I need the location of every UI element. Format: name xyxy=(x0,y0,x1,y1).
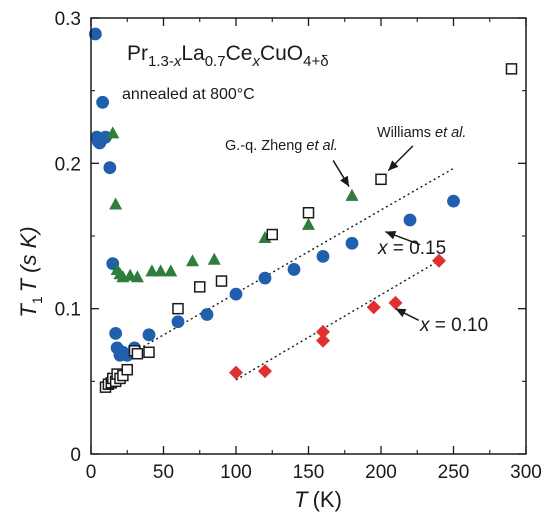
plot-frame xyxy=(90,17,527,455)
point-zheng xyxy=(164,264,178,277)
chart-subtitle: annealed at 800°C xyxy=(122,86,255,103)
point-x015 xyxy=(103,161,117,175)
point-x015 xyxy=(96,95,109,109)
x-tick-label: 150 xyxy=(293,462,325,483)
point-x015 xyxy=(403,213,417,227)
point-zheng xyxy=(154,264,168,277)
x-tick-label: 50 xyxy=(153,462,174,483)
point-x010 xyxy=(229,365,243,380)
x-axis-title-unit: (K) xyxy=(313,487,342,512)
point-zheng xyxy=(345,188,359,201)
point-williams xyxy=(131,347,144,360)
y-tick-label: 0.3 xyxy=(55,9,81,30)
arrow-x015-head xyxy=(385,230,397,240)
annotation-zheng: G.-q. Zheng et al. xyxy=(225,138,338,154)
point-x015 xyxy=(109,326,123,340)
point-zheng xyxy=(130,270,144,283)
chart-title-part: x xyxy=(173,53,182,70)
annotation-williams: Williams et al. xyxy=(377,125,466,141)
point-x015 xyxy=(316,249,330,263)
point-x015 xyxy=(258,271,272,285)
chart-title-part: 0.7 xyxy=(205,53,226,70)
point-williams xyxy=(194,281,206,293)
chart-title-part: La xyxy=(181,42,205,65)
point-x015 xyxy=(171,315,185,329)
point-williams xyxy=(505,63,518,75)
point-williams xyxy=(375,173,387,186)
fit-line-x010 xyxy=(235,260,440,381)
point-x010 xyxy=(316,333,330,348)
point-x015 xyxy=(345,236,359,250)
fit-line-x015 xyxy=(134,167,454,353)
point-zheng xyxy=(207,252,221,265)
point-x010 xyxy=(432,253,446,268)
point-x015 xyxy=(200,308,214,321)
point-x015 xyxy=(229,287,243,301)
y-tick-label: 0.1 xyxy=(55,300,81,321)
point-x010 xyxy=(316,324,330,339)
annotation-arrows xyxy=(332,145,421,321)
arrow-williams-head xyxy=(388,160,399,171)
chart-title-part: CuO xyxy=(260,42,303,65)
point-x010 xyxy=(258,364,272,379)
point-williams xyxy=(143,346,155,359)
point-williams xyxy=(121,363,133,376)
point-zheng xyxy=(302,217,315,230)
point-x015 xyxy=(287,263,301,276)
x-axis-ticks: 0 50 100 150 200 250 300 xyxy=(86,18,542,483)
point-zheng xyxy=(145,264,159,277)
point-x015 xyxy=(88,27,102,41)
x-tick-label: 200 xyxy=(365,462,397,483)
x-axis-title-var: T xyxy=(294,487,309,512)
chart-title: Pr1.3-xLa0.7CexCuO4+δ xyxy=(127,42,329,70)
annotation-x010: x = 0.10 xyxy=(419,315,488,336)
point-zheng xyxy=(106,126,120,139)
point-x015 xyxy=(142,328,156,342)
point-x010 xyxy=(388,295,403,310)
point-williams xyxy=(266,228,278,241)
annotation-x015: x = 0.15 xyxy=(377,238,446,259)
chart-title-part: x xyxy=(251,53,260,70)
x-axis-title: T (K) xyxy=(294,487,342,512)
chart-title-part: Ce xyxy=(226,42,253,65)
chart-title-part: Pr xyxy=(127,42,148,65)
point-zheng xyxy=(186,254,199,267)
point-x010 xyxy=(366,300,381,315)
chart-title-part: 4+δ xyxy=(303,53,328,70)
arrow-x010-head xyxy=(395,308,407,318)
point-williams xyxy=(302,206,315,219)
arrow-zheng-head xyxy=(340,175,350,187)
point-zheng xyxy=(109,197,123,210)
chart-title-part: 1.3- xyxy=(148,53,174,70)
x-tick-label: 300 xyxy=(510,462,542,483)
x-tick-label: 250 xyxy=(438,462,470,483)
point-williams xyxy=(172,302,184,315)
x-tick-label: 0 xyxy=(86,462,97,483)
y-axis-title-sub: 1 xyxy=(29,296,45,304)
x-tick-label: 100 xyxy=(220,462,252,483)
fit-lines xyxy=(134,167,454,381)
y-tick-label: 0.2 xyxy=(55,154,81,175)
y-axis-title: T1 T (s K) xyxy=(16,226,45,317)
y-axis-title-var: T xyxy=(16,303,41,318)
point-williams xyxy=(215,275,228,287)
y-axis-ticks: 0 0.1 0.2 0.3 xyxy=(55,9,526,466)
y-axis-title-rest: T (s K) xyxy=(16,226,41,292)
data-points xyxy=(88,27,518,393)
y-tick-label: 0 xyxy=(70,445,81,466)
point-x015 xyxy=(447,194,460,208)
